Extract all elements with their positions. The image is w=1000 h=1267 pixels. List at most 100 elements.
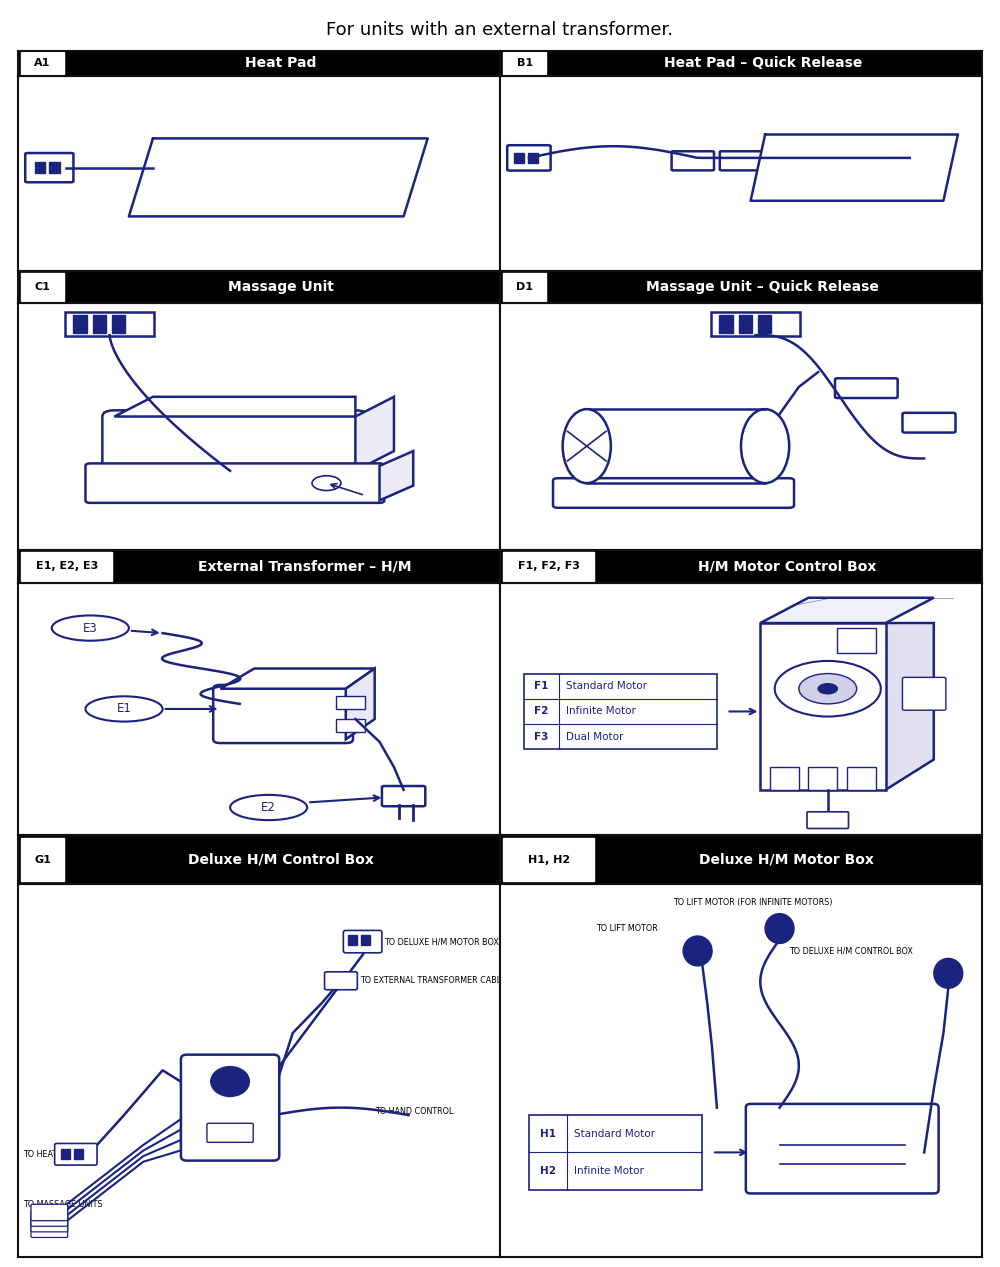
Circle shape [211, 1067, 249, 1096]
FancyBboxPatch shape [902, 413, 955, 432]
Bar [21, 272, 64, 302]
Bar [503, 551, 594, 580]
Polygon shape [129, 138, 428, 217]
FancyBboxPatch shape [181, 1054, 279, 1161]
Text: B1: B1 [517, 58, 533, 68]
Ellipse shape [741, 409, 789, 483]
FancyBboxPatch shape [672, 151, 714, 170]
Bar [21, 52, 64, 75]
Text: TO LIFT MOTOR: TO LIFT MOTOR [596, 924, 658, 933]
Bar [61, 1149, 70, 1159]
Ellipse shape [230, 794, 307, 820]
Bar [21, 551, 112, 580]
FancyBboxPatch shape [382, 786, 425, 806]
Bar [719, 315, 733, 333]
FancyBboxPatch shape [902, 678, 946, 711]
Polygon shape [355, 397, 394, 471]
Text: Infinite Motor: Infinite Motor [574, 1166, 644, 1176]
Text: E1, E2, E3: E1, E2, E3 [36, 561, 98, 571]
Polygon shape [220, 669, 375, 689]
Polygon shape [751, 134, 958, 200]
FancyBboxPatch shape [55, 1143, 97, 1166]
FancyBboxPatch shape [25, 153, 73, 182]
Text: Standard Motor: Standard Motor [574, 1129, 655, 1139]
FancyBboxPatch shape [65, 312, 154, 336]
FancyBboxPatch shape [835, 379, 898, 398]
Circle shape [818, 684, 837, 694]
Bar [837, 628, 876, 654]
Text: D1: D1 [516, 283, 533, 291]
Text: Heat Pad: Heat Pad [245, 56, 316, 71]
Bar [770, 767, 799, 789]
FancyBboxPatch shape [343, 930, 382, 953]
Bar [35, 162, 45, 174]
Text: E2: E2 [261, 801, 276, 813]
Bar [112, 315, 125, 333]
Text: Deluxe H/M Motor Box: Deluxe H/M Motor Box [699, 853, 874, 867]
FancyBboxPatch shape [31, 1215, 68, 1232]
Ellipse shape [765, 914, 794, 944]
Bar [808, 767, 837, 789]
Circle shape [799, 674, 857, 704]
Text: External Transformer – H/M: External Transformer – H/M [198, 559, 412, 573]
FancyBboxPatch shape [507, 146, 551, 171]
Bar [348, 935, 357, 945]
Text: E3: E3 [83, 622, 98, 635]
FancyBboxPatch shape [553, 478, 794, 508]
Polygon shape [760, 598, 934, 623]
FancyBboxPatch shape [31, 1204, 68, 1220]
Text: TO LIFT MOTOR (FOR INFINITE MOTORS): TO LIFT MOTOR (FOR INFINITE MOTORS) [674, 898, 833, 907]
FancyBboxPatch shape [85, 464, 384, 503]
Text: TO HAND CONTROL: TO HAND CONTROL [375, 1107, 453, 1116]
Bar [524, 674, 717, 749]
FancyBboxPatch shape [213, 685, 353, 742]
Text: H1: H1 [540, 1129, 556, 1139]
Bar [739, 315, 752, 333]
FancyBboxPatch shape [720, 151, 762, 170]
Bar [336, 720, 365, 732]
Text: H1, H2: H1, H2 [528, 854, 570, 864]
Text: H/M Motor Control Box: H/M Motor Control Box [698, 559, 876, 573]
Text: TO DELUXE H/M MOTOR BOX: TO DELUXE H/M MOTOR BOX [384, 938, 499, 946]
Bar [528, 153, 538, 162]
Text: A1: A1 [34, 58, 51, 68]
Text: Massage Unit – Quick Release: Massage Unit – Quick Release [646, 280, 879, 294]
Bar [73, 315, 87, 333]
Bar [529, 1115, 702, 1190]
Polygon shape [346, 669, 375, 739]
Bar [361, 935, 370, 945]
FancyBboxPatch shape [711, 312, 800, 336]
Ellipse shape [52, 616, 129, 641]
Bar [758, 315, 771, 333]
Text: Standard Motor: Standard Motor [566, 682, 647, 692]
Text: F3: F3 [534, 732, 549, 741]
FancyBboxPatch shape [807, 812, 848, 829]
Text: G1: G1 [34, 854, 51, 864]
Text: Heat Pad – Quick Release: Heat Pad – Quick Release [664, 56, 862, 71]
Text: Deluxe H/M Control Box: Deluxe H/M Control Box [188, 853, 374, 867]
Bar [503, 839, 594, 881]
Bar [49, 162, 60, 174]
Text: C1: C1 [35, 283, 51, 291]
Bar [514, 153, 524, 162]
FancyBboxPatch shape [746, 1104, 939, 1194]
Text: TO EXTERNAL TRANSFORMER CABLE: TO EXTERNAL TRANSFORMER CABLE [360, 977, 506, 986]
Bar [74, 1149, 83, 1159]
Text: Dual Motor: Dual Motor [566, 732, 623, 741]
Ellipse shape [683, 936, 712, 965]
Circle shape [312, 475, 341, 490]
Text: TO DELUXE H/M CONTROL BOX: TO DELUXE H/M CONTROL BOX [789, 946, 913, 955]
Bar [503, 272, 546, 302]
Ellipse shape [563, 409, 611, 483]
Polygon shape [886, 623, 934, 789]
Ellipse shape [85, 697, 163, 722]
Ellipse shape [934, 958, 963, 988]
Text: H2: H2 [540, 1166, 556, 1176]
Bar [847, 767, 876, 789]
Text: TO HEAT PADS: TO HEAT PADS [23, 1149, 80, 1159]
Text: For units with an external transformer.: For units with an external transformer. [326, 22, 674, 39]
FancyBboxPatch shape [102, 411, 367, 476]
FancyBboxPatch shape [325, 972, 357, 990]
Text: F1: F1 [534, 682, 549, 692]
Text: E1: E1 [117, 702, 131, 716]
